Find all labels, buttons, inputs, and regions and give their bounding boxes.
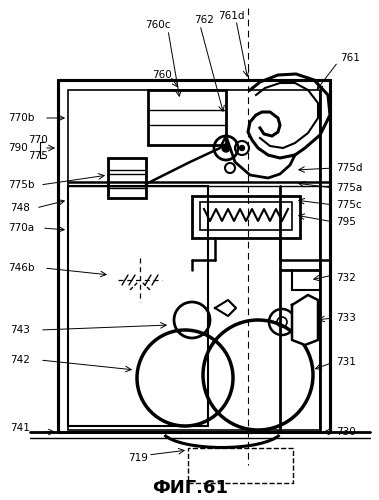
- Text: 790: 790: [8, 143, 28, 153]
- Text: 761: 761: [340, 53, 360, 63]
- Polygon shape: [215, 300, 236, 316]
- Text: 760: 760: [152, 70, 172, 80]
- Text: 775d: 775d: [336, 163, 362, 173]
- Text: 748: 748: [10, 203, 30, 213]
- Text: 775a: 775a: [336, 183, 362, 193]
- Bar: [108, 174, 146, 186]
- Text: 742: 742: [10, 355, 30, 365]
- Text: 743: 743: [10, 325, 30, 335]
- Bar: [148, 90, 226, 145]
- Text: 770: 770: [28, 135, 48, 145]
- Bar: [192, 196, 300, 238]
- Circle shape: [222, 144, 230, 152]
- Text: 775b: 775b: [8, 180, 34, 190]
- Text: 775: 775: [28, 151, 48, 161]
- Bar: [108, 158, 146, 170]
- Text: 775c: 775c: [336, 200, 362, 210]
- Polygon shape: [292, 295, 318, 345]
- Bar: [188, 448, 293, 483]
- Text: 741: 741: [10, 423, 30, 433]
- Bar: [108, 158, 146, 198]
- Bar: [68, 90, 320, 430]
- Text: 731: 731: [336, 357, 356, 367]
- Text: 732: 732: [336, 273, 356, 283]
- Text: 795: 795: [336, 217, 356, 227]
- Text: 760c: 760c: [145, 20, 171, 30]
- Text: 761d: 761d: [218, 11, 244, 21]
- Text: 719: 719: [128, 453, 148, 463]
- Bar: [68, 186, 208, 426]
- Text: 733: 733: [336, 313, 356, 323]
- Text: ФИГ.61: ФИГ.61: [152, 479, 228, 497]
- Text: 762: 762: [194, 15, 214, 25]
- Text: 746b: 746b: [8, 263, 34, 273]
- Circle shape: [240, 146, 244, 150]
- Text: 770a: 770a: [8, 223, 34, 233]
- Text: 770b: 770b: [8, 113, 34, 123]
- Bar: [200, 202, 292, 230]
- Text: 730: 730: [336, 427, 356, 437]
- Bar: [58, 80, 330, 432]
- Bar: [108, 188, 146, 198]
